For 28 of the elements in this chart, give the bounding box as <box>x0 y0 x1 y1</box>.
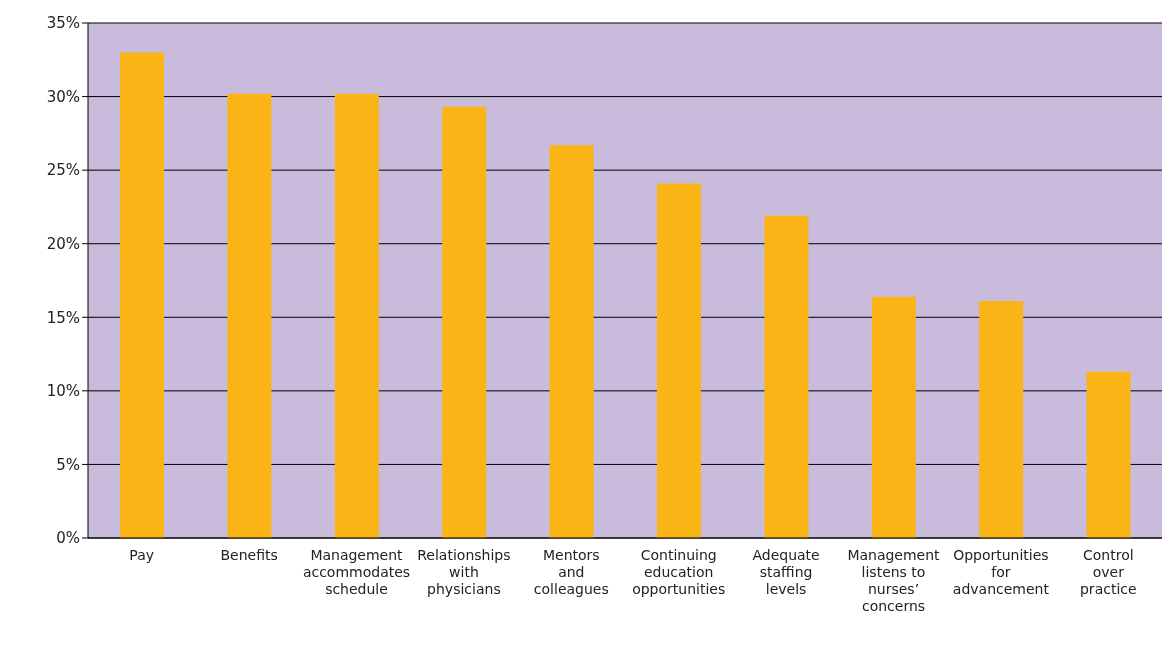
y-tick-label: 20% <box>46 235 80 254</box>
x-tick-label: Opportunities for advancement <box>952 547 1050 597</box>
x-tick-label: Benefits <box>220 547 278 563</box>
bar <box>227 93 272 538</box>
x-tick-label: Mentors and colleagues <box>533 547 609 597</box>
x-tick-label: Continuing education opportunities <box>632 547 726 597</box>
x-tick-label: Adequate staffing levels <box>752 547 820 597</box>
bar <box>764 215 809 538</box>
bar <box>871 296 916 538</box>
bar <box>442 106 487 538</box>
bar <box>979 301 1024 538</box>
y-tick-label: 5% <box>56 455 80 474</box>
x-tick-label: Pay <box>129 547 155 563</box>
bar <box>549 145 594 538</box>
bar <box>120 52 164 538</box>
bar <box>657 183 701 538</box>
y-tick-label: 0% <box>56 529 80 548</box>
x-tick-label: Management accommodates schedule <box>302 547 411 597</box>
y-tick-label: 25% <box>46 161 80 180</box>
x-tick-label: Management listens to nurses’ concerns <box>847 547 941 614</box>
y-tick-label: 30% <box>46 87 80 106</box>
x-tick-label: Relationships with physicians <box>417 547 511 597</box>
bar <box>334 93 379 538</box>
x-tick-label: Control over practice <box>1080 547 1137 597</box>
y-tick-label: 35% <box>46 14 80 33</box>
bar <box>1086 371 1131 538</box>
y-tick-label: 10% <box>46 382 80 401</box>
y-tick-label: 15% <box>46 308 80 327</box>
